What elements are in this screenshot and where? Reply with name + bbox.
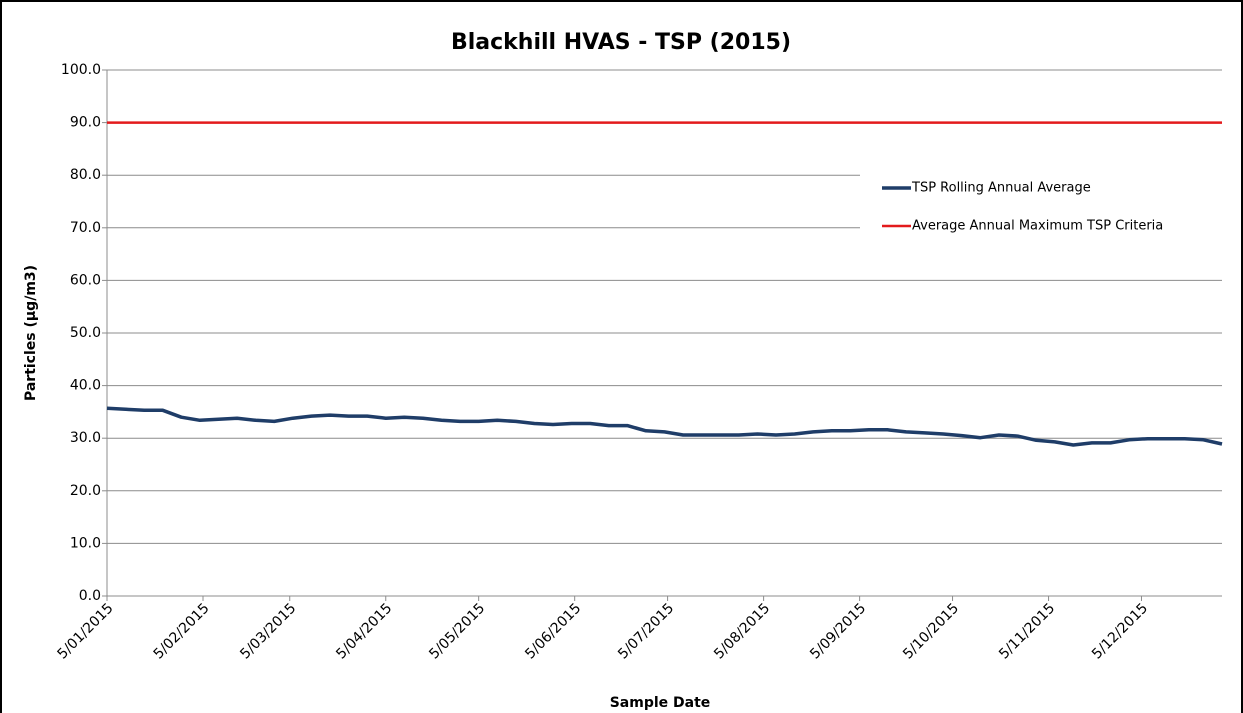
y-tick-label: 30.0 [70, 430, 101, 446]
y-tick-label: 50.0 [70, 325, 101, 341]
y-tick-label: 80.0 [70, 167, 101, 183]
y-tick-label: 90.0 [70, 115, 101, 131]
y-tick-label: 0.0 [79, 588, 101, 604]
y-tick-label: 40.0 [70, 378, 101, 394]
legend-box [860, 152, 1222, 262]
y-tick-label: 60.0 [70, 272, 101, 288]
y-tick-label: 70.0 [70, 220, 101, 236]
legend-label: TSP Rolling Annual Average [911, 181, 1091, 196]
y-axis-title: Particles (µg/m3) [23, 265, 39, 401]
y-tick-label: 100.0 [61, 62, 101, 78]
y-tick-label: 10.0 [70, 535, 101, 551]
legend-label: Average Annual Maximum TSP Criteria [912, 219, 1163, 234]
x-axis-title: Sample Date [610, 695, 711, 711]
series-line [106, 406, 1223, 447]
y-tick-label: 20.0 [70, 483, 101, 499]
chart-title: Blackhill HVAS - TSP (2015) [451, 30, 791, 55]
